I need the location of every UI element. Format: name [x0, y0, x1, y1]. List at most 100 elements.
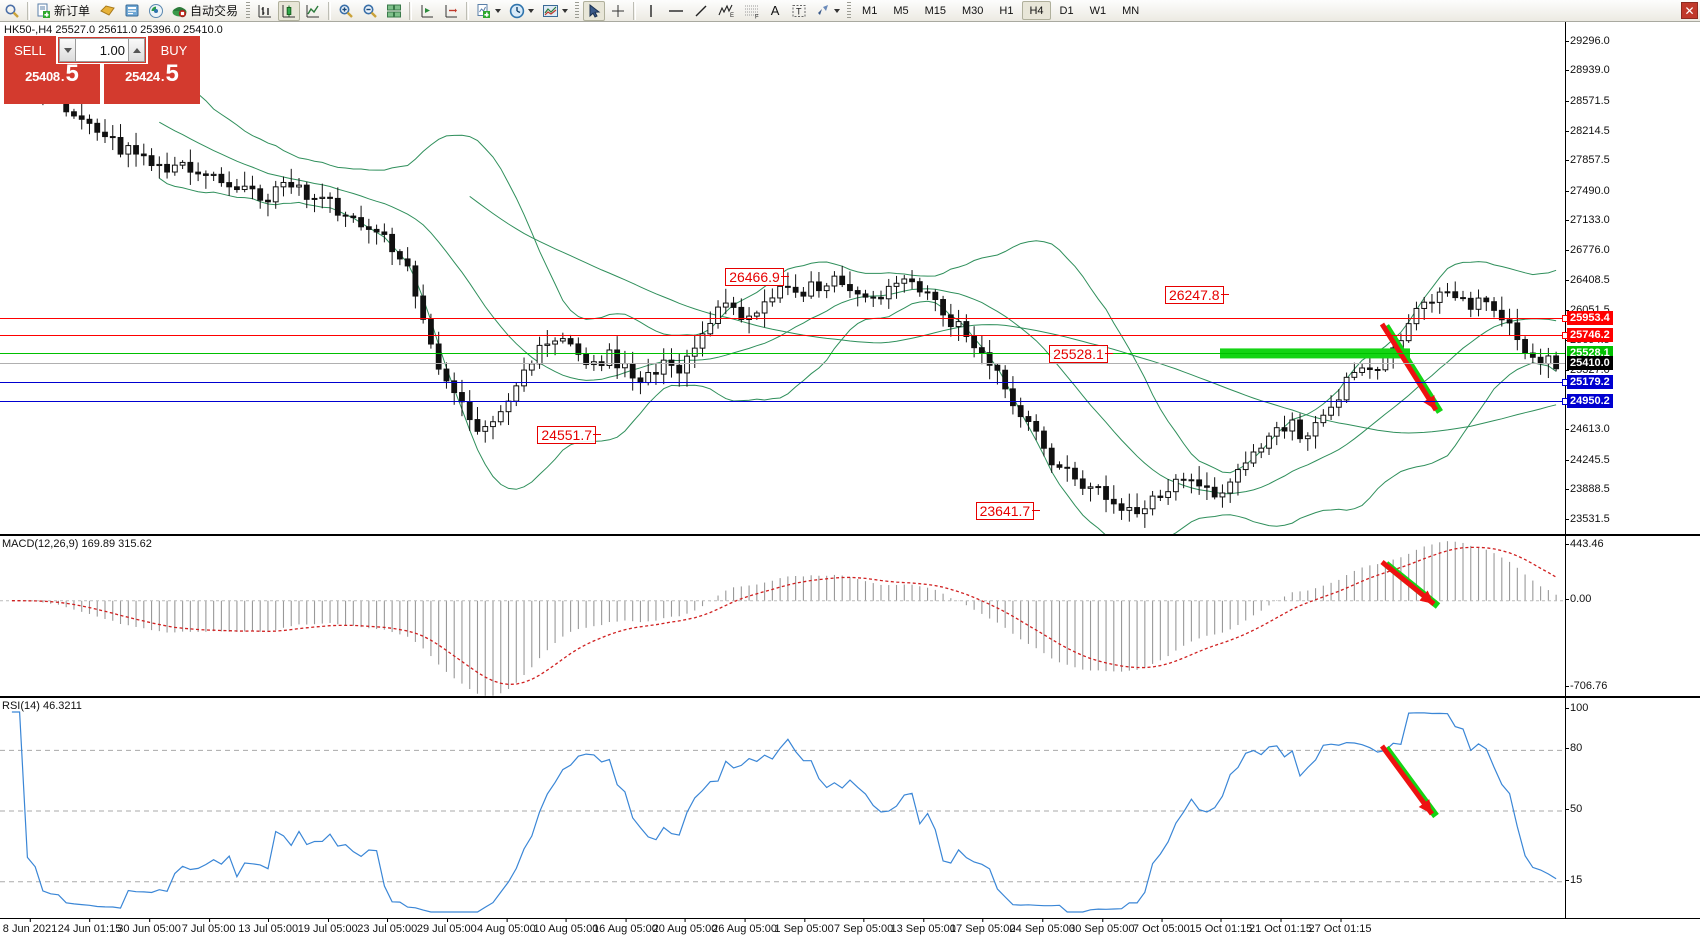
sell-price-fraction: 5	[65, 60, 79, 87]
toolbar-grip[interactable]	[246, 2, 251, 19]
autotrading-button[interactable]: 自动交易	[169, 1, 242, 21]
price-level-line[interactable]	[0, 315, 1569, 323]
zoom-out-icon[interactable]	[359, 1, 381, 21]
rsi-panel[interactable]: RSI(14) 46.3211	[0, 696, 1700, 918]
price-axis-tick: 28939.0	[1565, 64, 1610, 77]
chart-area[interactable]: HK50-,H4 25527.0 25611.0 25396.0 25410.0…	[0, 22, 1700, 942]
timeframe-h1[interactable]: H1	[999, 4, 1014, 17]
down-arrow-rsi[interactable]	[1379, 744, 1439, 819]
candlestick-series	[8, 69, 1560, 528]
timeframe-m1[interactable]: M1	[862, 4, 878, 17]
close-icon[interactable]: ✕	[1681, 2, 1698, 19]
shapes-icon[interactable]	[812, 1, 843, 21]
horizontal-line-icon[interactable]	[664, 1, 688, 21]
toolbar-separator	[466, 1, 470, 20]
time-axis-tick: 27 Oct 01:15	[1308, 918, 1372, 935]
timeframe-m30[interactable]: M30	[962, 4, 984, 17]
price-level-line[interactable]	[0, 353, 1565, 355]
price-level-badge[interactable]: 24950.2	[1567, 394, 1613, 409]
chart-annotation[interactable]: 25528.1	[1049, 345, 1108, 364]
zoom-tool-icon[interactable]	[1, 1, 23, 21]
periods-icon[interactable]	[506, 1, 537, 21]
time-axis-tick: 19 Jul 05:00	[297, 918, 358, 935]
elliott-wave-icon[interactable]: E	[714, 1, 738, 21]
timeframe-mn[interactable]: MN	[1122, 4, 1140, 17]
price-axis-tick: 26776.0	[1565, 243, 1610, 256]
volume-stepper[interactable]: 1.00	[58, 37, 146, 63]
templates-icon[interactable]	[539, 1, 571, 21]
chevron-down-icon[interactable]	[495, 8, 502, 13]
tile-windows-icon[interactable]	[383, 1, 405, 21]
candlestick-chart-icon[interactable]	[278, 0, 301, 21]
sell-price[interactable]: 25408 . 5	[4, 60, 100, 104]
chevron-down-icon[interactable]	[834, 8, 841, 13]
auto-scroll-icon[interactable]	[440, 1, 462, 21]
buy-button[interactable]: BUY	[148, 36, 200, 64]
terminal-icon[interactable]	[121, 1, 143, 21]
buy-price[interactable]: 25424 . 5	[104, 62, 200, 104]
volume-increase-button[interactable]	[128, 38, 145, 62]
time-axis-tick: 30 Sep 05:00	[1069, 918, 1135, 935]
down-arrow-macd[interactable]	[1380, 560, 1441, 609]
price-axis-tick: 27490.0	[1565, 184, 1610, 197]
new-order-button[interactable]: 新订单	[34, 1, 94, 21]
macd-panel[interactable]: MACD(12,26,9) 169.89 315.62	[0, 534, 1700, 696]
chevron-down-icon[interactable]	[562, 8, 569, 13]
time-axis-tick: 17 Sep 05:00	[949, 918, 1016, 935]
chart-annotation[interactable]: 26247.8	[1164, 285, 1224, 304]
volume-decrease-button[interactable]	[59, 38, 76, 62]
timeframe-d1[interactable]: D1	[1059, 4, 1074, 17]
price-level-line[interactable]	[0, 379, 1569, 387]
fibonacci-icon[interactable]: F	[740, 1, 764, 21]
indicators-icon[interactable]	[473, 1, 504, 21]
price-level-line[interactable]	[0, 332, 1569, 340]
line-chart-icon[interactable]	[302, 1, 324, 21]
chart-annotation[interactable]: 26466.9	[725, 267, 784, 286]
chart-annotation[interactable]: 23641.7	[975, 501, 1035, 520]
vertical-line-icon[interactable]	[640, 1, 662, 21]
timeframe-m5[interactable]: M5	[893, 4, 909, 17]
price-level-line[interactable]	[0, 363, 1565, 365]
macd-axis-tick: 443.46	[1565, 538, 1604, 550]
zoom-in-icon[interactable]	[335, 1, 357, 21]
price-level-badge[interactable]: 25410.0	[1567, 356, 1613, 371]
price-axis-tick: 26408.5	[1565, 274, 1610, 287]
chart-shift-icon[interactable]	[416, 1, 438, 21]
price-axis-divider	[1565, 22, 1566, 918]
autotrading-label: 自动交易	[190, 4, 239, 18]
annotation-leader-line	[1031, 509, 1040, 511]
trendline-icon[interactable]	[690, 1, 712, 21]
time-axis-tick: 30 Jun 05:00	[117, 918, 181, 935]
price-level-badge[interactable]: 25953.4	[1567, 311, 1613, 326]
macd-axis-tick: 0.00	[1564, 592, 1592, 605]
expert-advisor-icon[interactable]	[96, 1, 119, 21]
sell-button[interactable]: SELL	[4, 36, 56, 64]
bar-chart-icon[interactable]	[254, 1, 276, 21]
time-axis-tick: 26 Aug 05:00	[712, 918, 777, 935]
timeframe-m15[interactable]: M15	[924, 4, 946, 17]
down-arrow-main[interactable]	[1379, 322, 1443, 414]
toolbar-grip[interactable]	[847, 2, 852, 19]
signals-icon[interactable]	[145, 1, 167, 21]
chart-annotation[interactable]: 24551.7	[537, 426, 596, 445]
price-level-badge[interactable]: 25179.2	[1567, 375, 1613, 390]
toolbar-separator	[633, 1, 637, 20]
text-label-icon[interactable]: T	[788, 1, 810, 21]
price-axis-tick: 24245.5	[1565, 453, 1610, 466]
time-axis-tick: 20 Aug 05:00	[652, 918, 718, 935]
price-level-line[interactable]	[0, 398, 1569, 406]
main-toolbar: 新订单 自动交易	[0, 0, 1700, 22]
text-icon[interactable]: A	[766, 1, 786, 21]
volume-input[interactable]: 1.00	[76, 38, 128, 62]
time-axis-tick: 15 Oct 01:15	[1189, 918, 1253, 935]
cursor-icon[interactable]	[583, 0, 606, 21]
one-click-trading-panel[interactable]: SELL 1.00 BUY 25408 . 5 25424 . 5	[4, 36, 200, 108]
time-axis-tick: 8 Jun 2021	[2, 918, 58, 935]
toolbar-grip[interactable]	[575, 2, 580, 19]
main-price-panel[interactable]: HK50-,H4 25527.0 25611.0 25396.0 25410.0…	[0, 22, 1700, 534]
chevron-down-icon[interactable]	[528, 8, 535, 13]
price-level-badge[interactable]: 25746.2	[1567, 328, 1613, 343]
timeframe-w1[interactable]: W1	[1089, 4, 1107, 17]
crosshair-icon[interactable]	[607, 1, 629, 21]
timeframe-h4[interactable]: H4	[1022, 1, 1051, 20]
